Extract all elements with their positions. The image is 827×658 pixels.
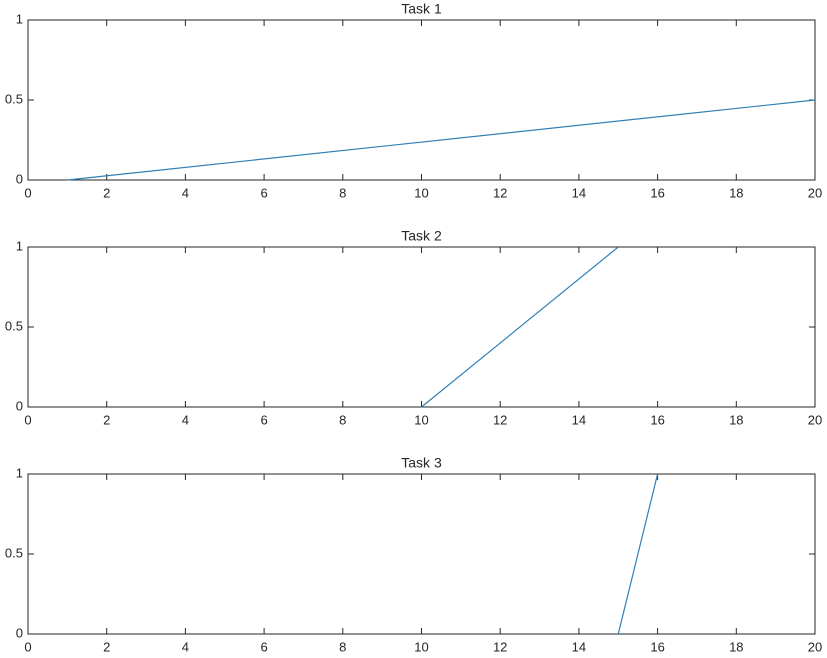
x-tick-label: 8 [339,185,346,200]
x-tick-label: 8 [339,639,346,654]
x-tick-label: 12 [493,412,507,427]
y-tick-label: 0 [16,625,23,640]
x-tick-label: 14 [572,639,586,654]
y-tick-label: 1 [16,11,23,26]
x-tick-label: 4 [182,412,189,427]
x-tick-label: 14 [572,185,586,200]
x-tick-label: 20 [808,412,822,427]
x-tick-label: 20 [808,185,822,200]
x-tick-label: 12 [493,639,507,654]
x-tick-label: 6 [260,639,267,654]
title: Task 3 [401,455,442,471]
y-tick-label: 0.5 [5,91,23,106]
line [617,473,659,635]
axes-box [27,246,816,408]
x-tick-label: 8 [339,412,346,427]
y-tick-label: 0 [16,171,23,186]
x-tick-label: 18 [729,412,743,427]
x-tick-label: 18 [729,639,743,654]
x-tick-label: 16 [650,412,664,427]
y-tick-label: 0.5 [5,545,23,560]
x-tick-label: 16 [650,639,664,654]
x-tick-label: 0 [24,185,31,200]
title: Task 2 [401,228,442,244]
x-tick-label: 10 [414,185,428,200]
axes-box [27,19,816,181]
y-tick-label: 1 [16,465,23,480]
x-tick-label: 4 [182,185,189,200]
x-tick-label: 2 [103,185,110,200]
title: Task 1 [401,1,442,17]
x-tick-label: 0 [24,639,31,654]
line [421,246,619,408]
x-tick-label: 10 [414,639,428,654]
x-tick-label: 14 [572,412,586,427]
x-tick-label: 6 [260,185,267,200]
axes-box [27,473,816,635]
x-tick-label: 0 [24,412,31,427]
line [67,99,816,181]
x-tick-label: 4 [182,639,189,654]
y-tick-label: 0.5 [5,318,23,333]
x-tick-label: 2 [103,412,110,427]
y-tick-label: 1 [16,238,23,253]
x-tick-label: 6 [260,412,267,427]
x-tick-label: 10 [414,412,428,427]
x-tick-label: 2 [103,639,110,654]
x-tick-label: 16 [650,185,664,200]
x-tick-label: 20 [808,639,822,654]
x-tick-label: 12 [493,185,507,200]
y-tick-label: 0 [16,398,23,413]
x-tick-label: 18 [729,185,743,200]
